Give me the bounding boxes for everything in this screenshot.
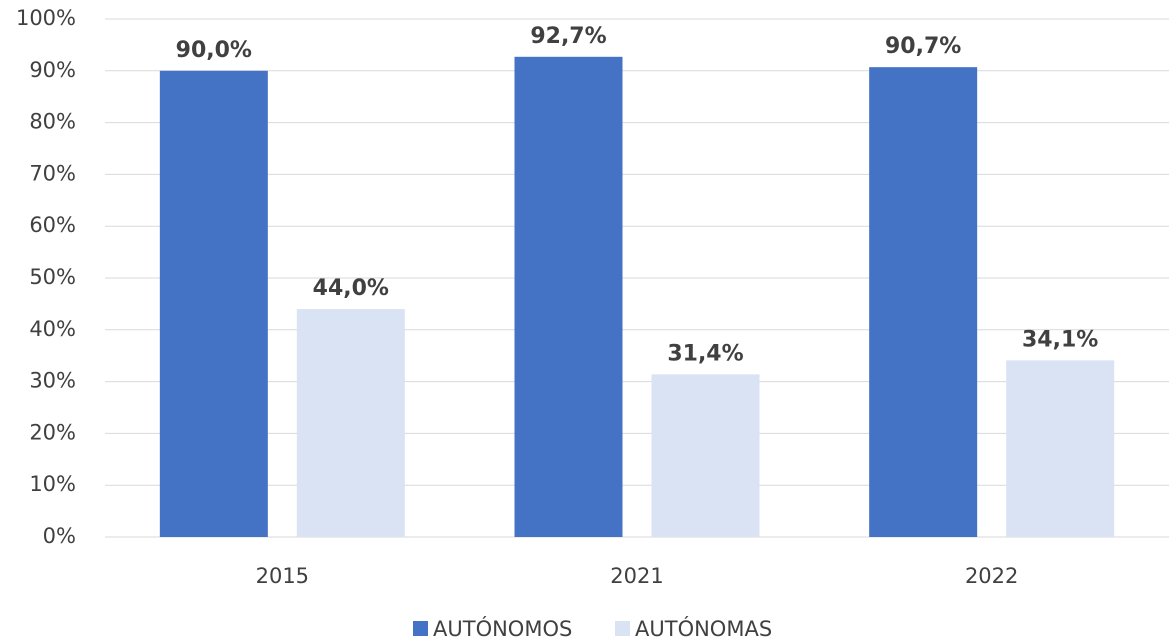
y-tick-label: 30% bbox=[29, 369, 76, 393]
x-tick-label: 2015 bbox=[256, 564, 309, 588]
y-tick-label: 20% bbox=[29, 420, 76, 444]
bar bbox=[651, 374, 760, 537]
x-tick-label: 2022 bbox=[965, 564, 1018, 588]
y-tick-label: 10% bbox=[29, 472, 76, 496]
y-tick-label: 0% bbox=[43, 524, 76, 548]
y-tick-label: 50% bbox=[29, 265, 76, 289]
legend-label: AUTÓNOMAS bbox=[635, 616, 772, 641]
legend-swatch bbox=[413, 621, 428, 636]
x-tick-label: 2021 bbox=[610, 564, 663, 588]
bar bbox=[869, 67, 978, 537]
bar bbox=[159, 70, 268, 538]
data-label: 90,0% bbox=[176, 38, 252, 63]
legend-swatch bbox=[615, 621, 630, 636]
y-tick-label: 90% bbox=[29, 58, 76, 82]
bar bbox=[514, 56, 623, 538]
y-tick-label: 80% bbox=[29, 110, 76, 134]
y-tick-label: 60% bbox=[29, 213, 76, 237]
data-label: 31,4% bbox=[667, 341, 743, 366]
data-label: 34,1% bbox=[1022, 327, 1098, 352]
data-label: 44,0% bbox=[313, 276, 389, 301]
bar bbox=[296, 309, 405, 537]
y-tick-label: 40% bbox=[29, 317, 76, 341]
bar bbox=[1006, 360, 1115, 537]
data-label: 92,7% bbox=[530, 24, 606, 49]
y-tick-label: 70% bbox=[29, 161, 76, 185]
legend-label: AUTÓNOMOS bbox=[433, 616, 572, 641]
data-label: 90,7% bbox=[885, 34, 961, 59]
y-tick-label: 100% bbox=[16, 6, 76, 30]
